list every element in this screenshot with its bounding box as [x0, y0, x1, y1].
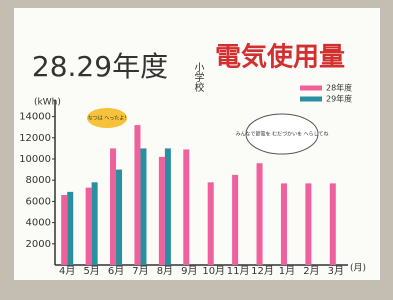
school-name: 小学校 — [192, 62, 204, 93]
legend-swatch — [300, 97, 322, 102]
y-tick-label: 6000 — [26, 196, 51, 207]
y-tick-label: 8000 — [26, 175, 51, 186]
bar — [183, 149, 189, 265]
x-tick-label: 1月 — [279, 265, 295, 277]
chart: 28.29年度 電気使用量 小学校 (kWh) (月) 2000 4000 6000… — [0, 0, 393, 300]
annotation: なつは へったよ! — [88, 115, 127, 122]
legend-label: 29年度 — [326, 94, 352, 104]
bar — [257, 163, 263, 265]
bar — [116, 170, 122, 265]
x-tick-label: 11月 — [227, 265, 250, 277]
bar — [110, 148, 116, 265]
x-tick-label: 4月 — [59, 265, 75, 277]
bar — [165, 148, 171, 265]
x-tick-label: 6月 — [108, 265, 124, 277]
bar — [92, 182, 98, 265]
legend-label: 28年度 — [326, 83, 352, 93]
bar — [140, 148, 146, 265]
x-axis-label: (月) — [350, 263, 366, 274]
chart-title: 28.29年度 — [32, 50, 168, 83]
legend-swatch — [300, 86, 322, 91]
x-tick-label: 5月 — [83, 265, 99, 277]
x-tick-label: 7月 — [132, 265, 148, 277]
x-tick-label: 3月 — [328, 265, 344, 277]
y-axis-label: (kWh) — [34, 98, 61, 108]
y-tick-label: 14000 — [19, 112, 51, 123]
x-tick-label: 8月 — [157, 265, 173, 277]
chart-title-main: 電気使用量 — [215, 42, 345, 73]
y-tick-label: 12000 — [19, 133, 51, 144]
bar — [159, 157, 165, 265]
bar — [86, 188, 92, 265]
y-tick-label: 2000 — [26, 239, 51, 250]
y-tick-label: 4000 — [26, 218, 51, 229]
x-tick-label: 2月 — [303, 265, 319, 277]
bar — [330, 183, 336, 265]
y-tick-label: 10000 — [19, 154, 51, 165]
bar — [232, 175, 238, 265]
bar — [67, 192, 73, 265]
x-tick-label: 10月 — [202, 265, 225, 277]
bar — [281, 183, 287, 265]
x-tick-label: 12月 — [251, 265, 274, 277]
annotation: みんなで節電を むだづかいを へらしてね — [235, 131, 328, 138]
bar — [61, 195, 67, 265]
bar — [305, 183, 311, 265]
x-tick-label: 9月 — [181, 265, 197, 277]
bar — [134, 125, 140, 265]
bar — [208, 182, 214, 265]
